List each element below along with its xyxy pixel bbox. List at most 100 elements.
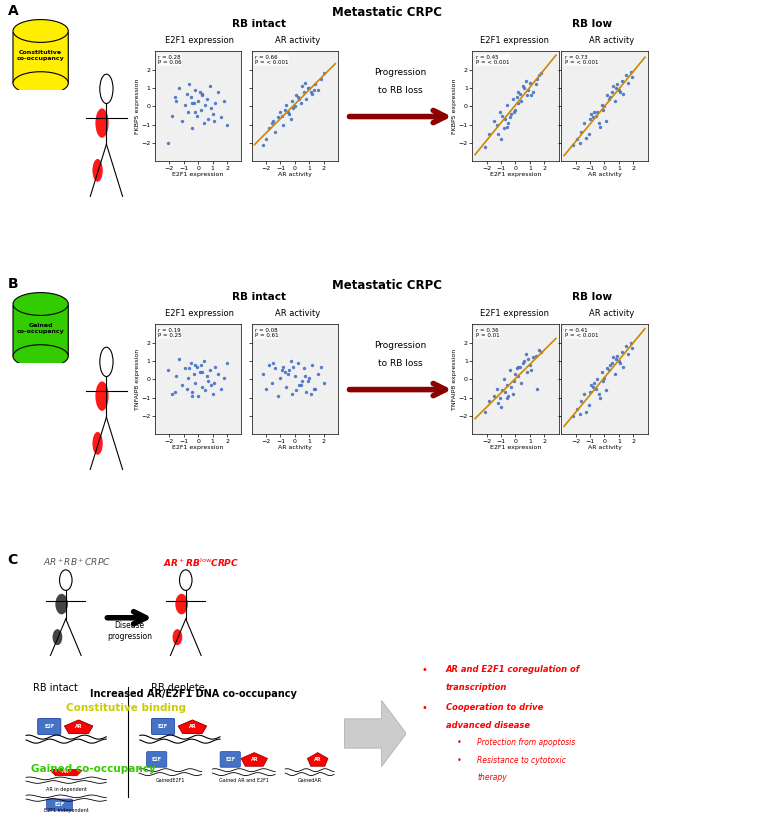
Point xyxy=(604,359,616,372)
Point xyxy=(207,108,219,121)
Point xyxy=(297,86,310,99)
Text: Gained
co-occupancy: Gained co-occupancy xyxy=(17,323,64,334)
FancyBboxPatch shape xyxy=(220,751,240,767)
Point xyxy=(575,395,587,408)
Point xyxy=(598,100,611,113)
FancyBboxPatch shape xyxy=(46,799,73,811)
Point xyxy=(495,133,507,146)
Text: E2F: E2F xyxy=(158,724,168,729)
Text: RB intact: RB intact xyxy=(232,292,286,302)
Point xyxy=(267,114,279,127)
Point xyxy=(197,355,210,368)
Text: RB intact: RB intact xyxy=(232,19,286,29)
Point xyxy=(197,380,209,394)
Text: E2F: E2F xyxy=(152,757,162,762)
Point xyxy=(603,92,615,105)
Point xyxy=(296,375,308,388)
Point xyxy=(625,65,637,78)
Point xyxy=(597,375,609,388)
Point xyxy=(585,108,598,121)
Text: Resistance to cytotoxic: Resistance to cytotoxic xyxy=(478,756,567,765)
Point xyxy=(531,382,543,395)
Text: Cooperation to drive: Cooperation to drive xyxy=(446,703,543,712)
Point xyxy=(594,120,606,133)
Point xyxy=(588,105,601,118)
Point xyxy=(183,78,196,91)
Point xyxy=(594,391,606,404)
Point xyxy=(533,344,545,357)
Point xyxy=(269,126,281,139)
Point xyxy=(526,350,539,363)
Ellipse shape xyxy=(13,293,68,315)
Point xyxy=(516,80,529,93)
Point xyxy=(200,92,213,105)
Point xyxy=(605,356,618,369)
Text: Progression: Progression xyxy=(375,68,426,77)
Point xyxy=(290,384,303,397)
Point xyxy=(303,371,316,384)
Point xyxy=(493,391,505,404)
Ellipse shape xyxy=(13,72,68,95)
Point xyxy=(197,89,209,102)
Point xyxy=(169,385,181,399)
Point xyxy=(588,377,601,390)
Point xyxy=(501,378,513,391)
Point xyxy=(185,90,197,104)
Point xyxy=(187,96,200,109)
Point xyxy=(197,117,210,130)
Text: AR: AR xyxy=(189,724,196,729)
Point xyxy=(180,87,193,100)
Point xyxy=(505,380,517,394)
Point xyxy=(169,90,181,104)
Point xyxy=(189,105,201,118)
Text: AR: AR xyxy=(63,769,70,773)
Point xyxy=(176,378,188,391)
Point xyxy=(529,349,542,362)
Point xyxy=(492,397,505,410)
Point xyxy=(574,136,586,150)
Point xyxy=(613,83,625,96)
Y-axis label: FKBP5 expression: FKBP5 expression xyxy=(135,78,140,134)
Point xyxy=(615,346,628,359)
Point xyxy=(587,111,599,124)
Point xyxy=(283,363,296,377)
Point xyxy=(306,87,318,100)
Point xyxy=(269,362,281,375)
Point xyxy=(289,369,301,382)
Point xyxy=(286,388,298,401)
Point xyxy=(307,382,320,395)
Text: to RB loss: to RB loss xyxy=(378,86,423,95)
Point xyxy=(185,356,197,369)
Point xyxy=(207,388,219,401)
Point xyxy=(303,82,316,95)
Point xyxy=(267,356,279,369)
Point xyxy=(526,363,538,377)
Point xyxy=(536,346,548,359)
Text: GainedE2F1: GainedE2F1 xyxy=(156,778,185,782)
Point xyxy=(315,360,327,373)
Point xyxy=(533,68,545,82)
Point xyxy=(601,89,614,102)
Point xyxy=(194,365,206,378)
Text: E2F1 expression: E2F1 expression xyxy=(480,36,550,45)
X-axis label: AR activity: AR activity xyxy=(587,172,622,177)
Ellipse shape xyxy=(13,20,68,42)
Point xyxy=(197,87,209,100)
Text: r = 0.36
P = 0.01: r = 0.36 P = 0.01 xyxy=(475,328,499,338)
Point xyxy=(302,82,314,95)
Text: RB low: RB low xyxy=(572,19,612,29)
Point xyxy=(192,390,204,403)
Text: to RB loss: to RB loss xyxy=(378,359,423,368)
Point xyxy=(479,406,491,419)
Point xyxy=(593,388,605,401)
Point xyxy=(511,362,523,375)
Circle shape xyxy=(92,159,103,182)
Point xyxy=(199,384,211,397)
Text: E2F1 expression: E2F1 expression xyxy=(480,309,550,318)
Text: •: • xyxy=(421,703,427,713)
Point xyxy=(610,82,622,95)
Point xyxy=(522,353,535,366)
Point xyxy=(212,86,224,99)
Point xyxy=(190,109,203,122)
Point xyxy=(512,369,525,382)
